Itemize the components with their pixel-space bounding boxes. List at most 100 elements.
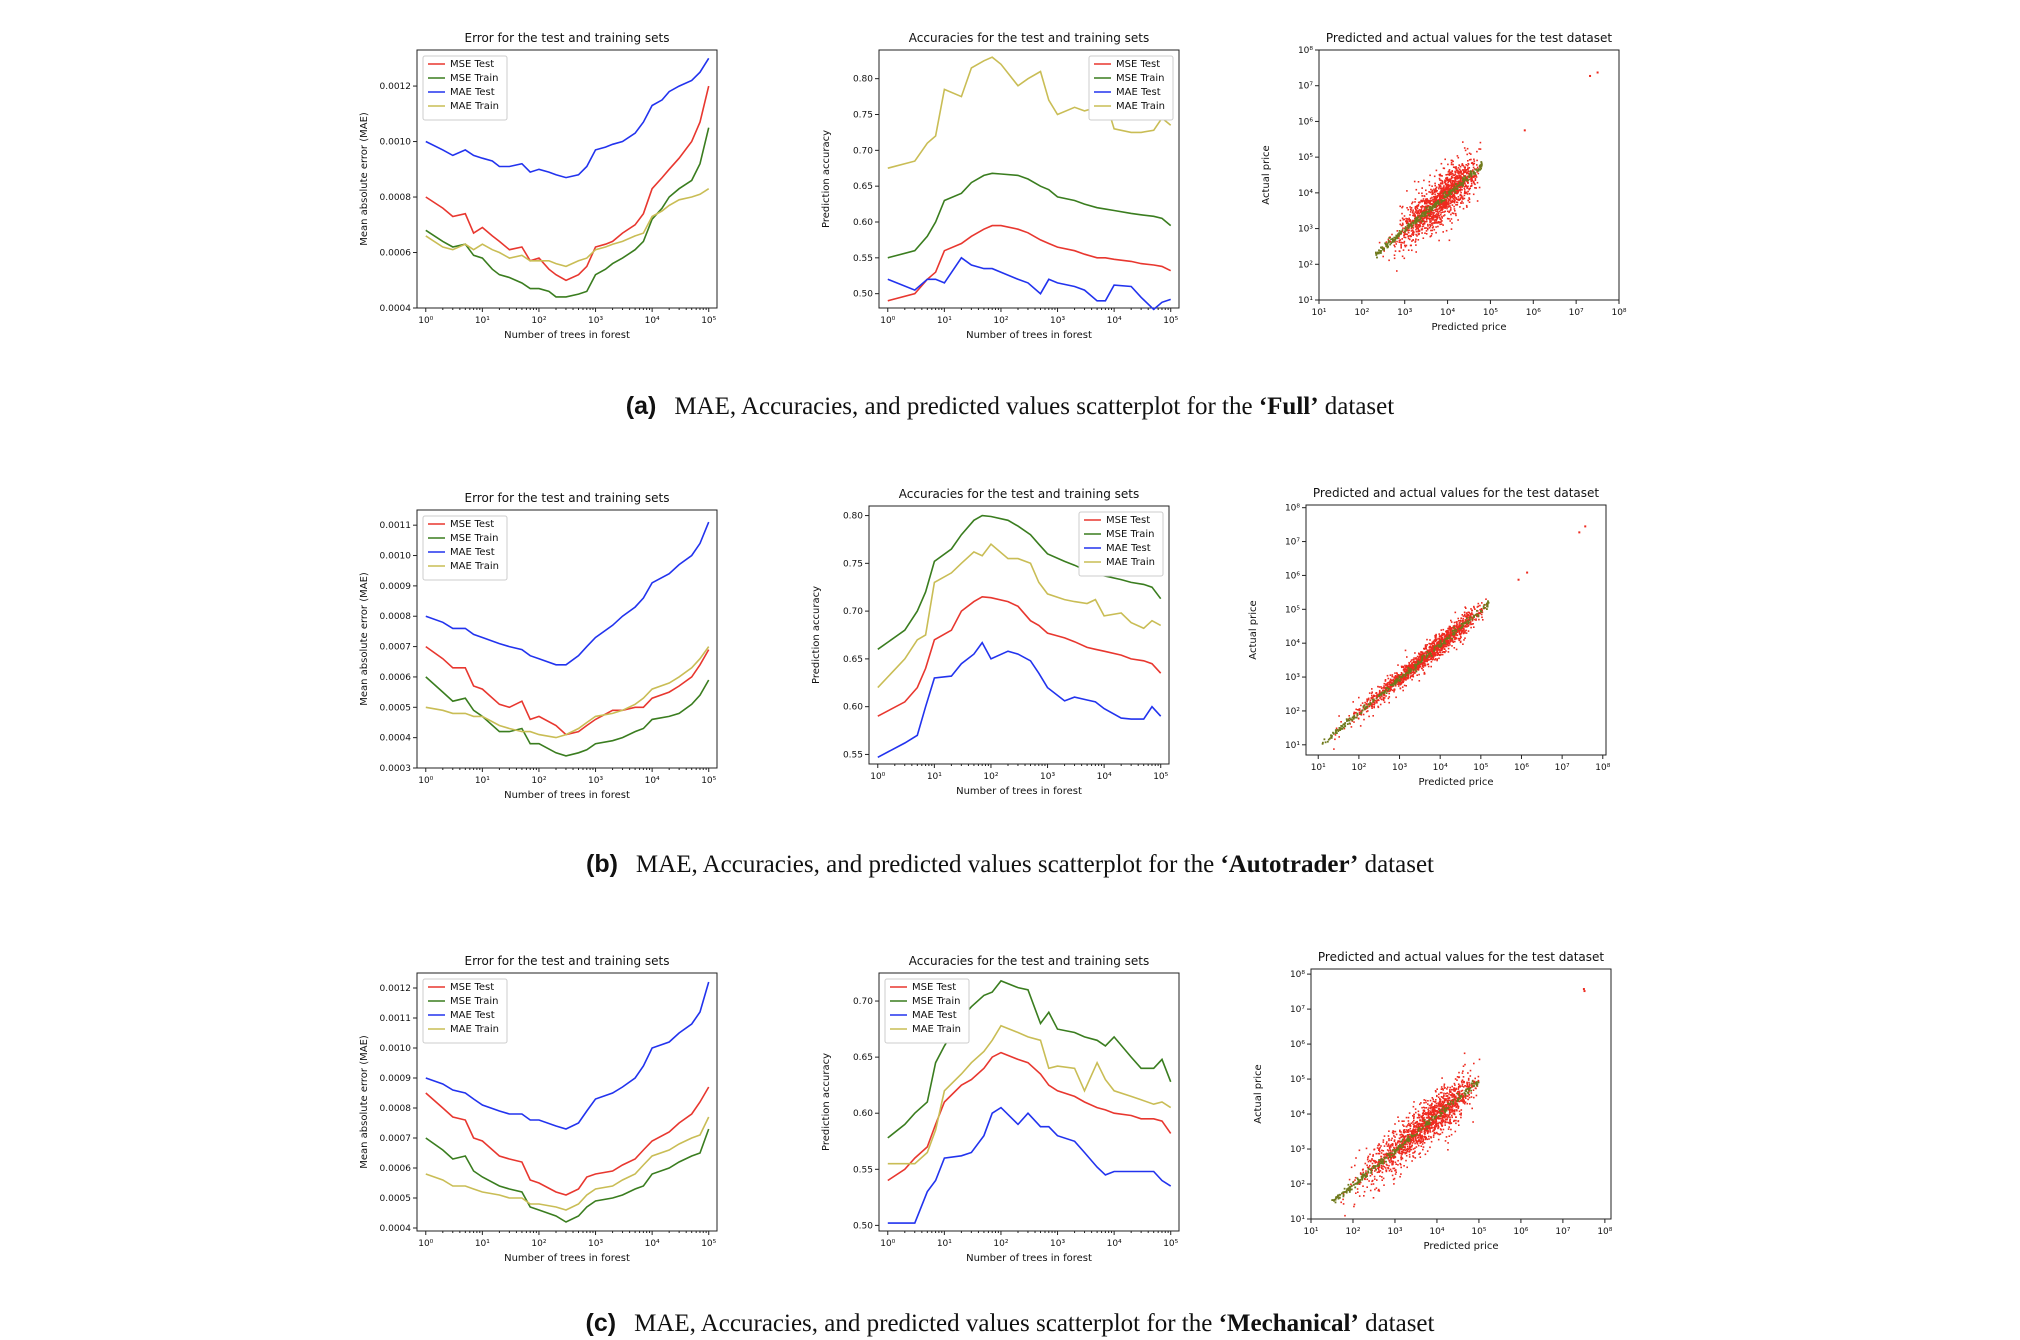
scatter-point <box>1418 659 1421 662</box>
scatter-point <box>1477 615 1480 618</box>
scatter-point <box>1476 200 1479 202</box>
scatter-point <box>1469 1069 1472 1072</box>
scatter-point <box>1457 167 1460 169</box>
scatter-point <box>1421 192 1423 195</box>
scatter-point <box>1438 638 1441 641</box>
scatter-point <box>1441 207 1444 209</box>
scatter-point <box>1476 164 1478 166</box>
scatter-point <box>1452 201 1454 203</box>
scatter-point <box>1429 648 1431 650</box>
scatter-point <box>1458 633 1461 636</box>
scatter-point <box>1468 1081 1470 1084</box>
x-tick-label: 10⁵ <box>1163 1239 1178 1249</box>
scatter-point <box>1426 660 1428 663</box>
scatter-point <box>1437 1104 1440 1106</box>
scatter-point <box>1403 671 1406 673</box>
scatter-point <box>1420 210 1423 212</box>
scatter-point <box>1415 251 1417 253</box>
scatter-point <box>1416 211 1418 214</box>
scatter-point <box>1478 618 1480 621</box>
scatter-point <box>1441 189 1443 192</box>
scatter-point <box>1469 177 1472 179</box>
scatter-point <box>1473 176 1475 178</box>
scatter-point <box>1431 229 1434 232</box>
y-tick-label: 0.0012 <box>380 984 412 994</box>
scatter-point <box>1415 228 1417 231</box>
scatter-point <box>1426 203 1428 205</box>
scatter-point <box>1455 214 1457 217</box>
scatter-point <box>1401 206 1403 209</box>
scatter-point <box>1454 191 1457 193</box>
scatter-point <box>1442 651 1445 653</box>
scatter-point <box>1381 1179 1383 1181</box>
scatter-point <box>1423 1129 1426 1132</box>
scatter-point <box>1428 210 1431 213</box>
scatter-point <box>1451 184 1454 186</box>
scatter-point <box>1458 180 1460 182</box>
scatter-point <box>1433 222 1435 224</box>
scatter-point <box>1444 642 1447 645</box>
scatter-point <box>1443 1095 1445 1097</box>
scatter-point <box>1418 212 1421 215</box>
scatter-point <box>1364 701 1366 704</box>
scatter-point <box>1447 647 1450 650</box>
scatter-point <box>1446 194 1449 197</box>
scatter-point <box>1354 716 1356 719</box>
scatter-point <box>1450 175 1453 178</box>
scatter-point <box>1412 1115 1414 1117</box>
scatter-point <box>1441 648 1443 651</box>
scatter-point <box>1438 644 1441 647</box>
scatter-point <box>1464 1102 1466 1105</box>
scatter-point <box>1468 197 1470 199</box>
scatter-point <box>1417 668 1419 671</box>
scatter-point <box>1447 627 1450 630</box>
scatter-point <box>1417 663 1419 665</box>
scatter-point <box>1391 689 1394 692</box>
scatter-point <box>1471 612 1473 614</box>
scatter-point <box>1404 1152 1407 1155</box>
scatter-point <box>1466 616 1469 618</box>
scatter-point <box>1448 169 1451 171</box>
scatter-point <box>1383 692 1385 695</box>
scatter-point <box>1472 193 1475 196</box>
scatter-point <box>1458 164 1460 166</box>
x-axis-label: Predicted price <box>1423 1241 1498 1252</box>
scatter-point <box>1459 1096 1461 1098</box>
scatter-point <box>1454 177 1457 180</box>
scatter-point <box>1461 629 1464 631</box>
scatter-point <box>1383 1145 1386 1147</box>
scatter-point <box>1366 705 1369 708</box>
series-line-mse-test <box>425 645 710 736</box>
scatter-outlier <box>1526 571 1529 574</box>
scatter-point <box>1422 219 1425 222</box>
scatter-point <box>1449 640 1452 643</box>
scatter-point <box>1454 640 1456 643</box>
y-tick-label: 0.0006 <box>380 673 412 683</box>
scatter-point <box>1467 182 1469 184</box>
scatter-point <box>1407 227 1410 229</box>
scatter-point <box>1393 1156 1396 1159</box>
scatter-point <box>1457 172 1459 175</box>
scatter-point <box>1402 681 1404 684</box>
x-tick-label: 10² <box>531 316 546 326</box>
scatter-point <box>1462 615 1465 617</box>
scatter-point <box>1477 169 1480 172</box>
scatter-point <box>1372 696 1375 698</box>
scatter-point <box>1461 1079 1464 1081</box>
scatter-point <box>1424 662 1426 665</box>
scatter-point <box>1433 649 1435 652</box>
scatter-point <box>1445 630 1447 633</box>
series-line-mae-test <box>425 981 710 1130</box>
scatter-point <box>1425 200 1427 202</box>
scatter-points <box>1331 988 1586 1217</box>
scatter-point <box>1430 1113 1432 1116</box>
scatter-point <box>1463 147 1466 149</box>
scatter-point <box>1434 218 1436 221</box>
scatter-point <box>1407 1124 1409 1126</box>
scatter-point <box>1355 716 1358 719</box>
scatter-point <box>1447 183 1450 186</box>
scatter-point <box>1402 223 1404 226</box>
scatter-point <box>1368 715 1370 718</box>
scatter-point <box>1466 171 1468 174</box>
legend-box <box>422 55 508 121</box>
